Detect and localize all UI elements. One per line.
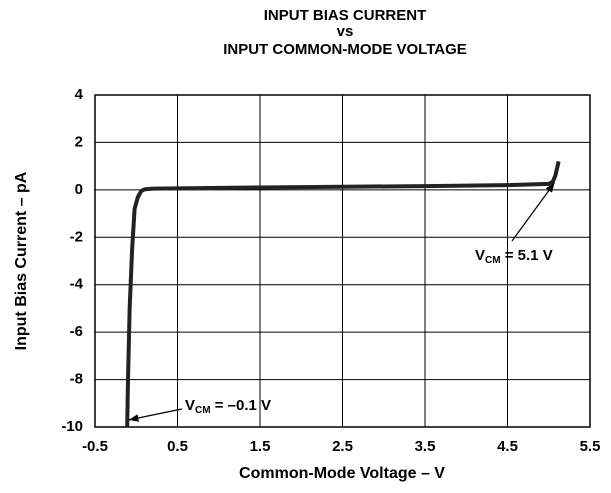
y-tick-label: -4 — [70, 276, 84, 293]
annotation-sub: CM — [485, 255, 501, 266]
y-tick-label: -6 — [70, 323, 83, 340]
chart-title: vs — [337, 23, 354, 40]
annotation-sub: CM — [195, 405, 211, 416]
plot-frame — [94, 94, 591, 428]
y-tick-label: -8 — [70, 371, 83, 388]
annotation-text: = 5.1 V — [501, 247, 553, 264]
x-tick-label: 4.5 — [497, 438, 518, 455]
annotation-text: V — [475, 247, 485, 264]
y-axis-label: Input Bias Current – pA — [13, 171, 30, 350]
x-tick-label: 1.5 — [250, 438, 271, 455]
y-tick-label: -2 — [70, 228, 83, 245]
annotation: VCM = –0.1 V — [185, 397, 271, 416]
x-tick-label: 5.5 — [580, 438, 601, 455]
chart-title: INPUT COMMON-MODE VOLTAGE — [223, 41, 467, 58]
annotation: VCM = 5.1 V — [475, 247, 553, 266]
annotation-arrow — [128, 408, 183, 422]
annotation-text: V — [185, 397, 195, 414]
annotation-arrow — [511, 182, 556, 242]
x-tick-label: 3.5 — [415, 438, 436, 455]
y-tick-label: 4 — [75, 86, 84, 103]
annotation-text: = –0.1 V — [211, 397, 271, 414]
y-tick-label: 0 — [75, 181, 83, 198]
curve — [125, 160, 561, 428]
x-tick-label: 0.5 — [167, 438, 188, 455]
y-tick-label: -10 — [61, 418, 83, 435]
x-tick-label: -0.5 — [82, 438, 108, 455]
y-tick-label: 2 — [75, 133, 83, 150]
x-axis-label: Common-Mode Voltage – V — [239, 465, 445, 482]
chart-title: INPUT BIAS CURRENT — [264, 7, 427, 24]
x-tick-label: 2.5 — [332, 438, 353, 455]
